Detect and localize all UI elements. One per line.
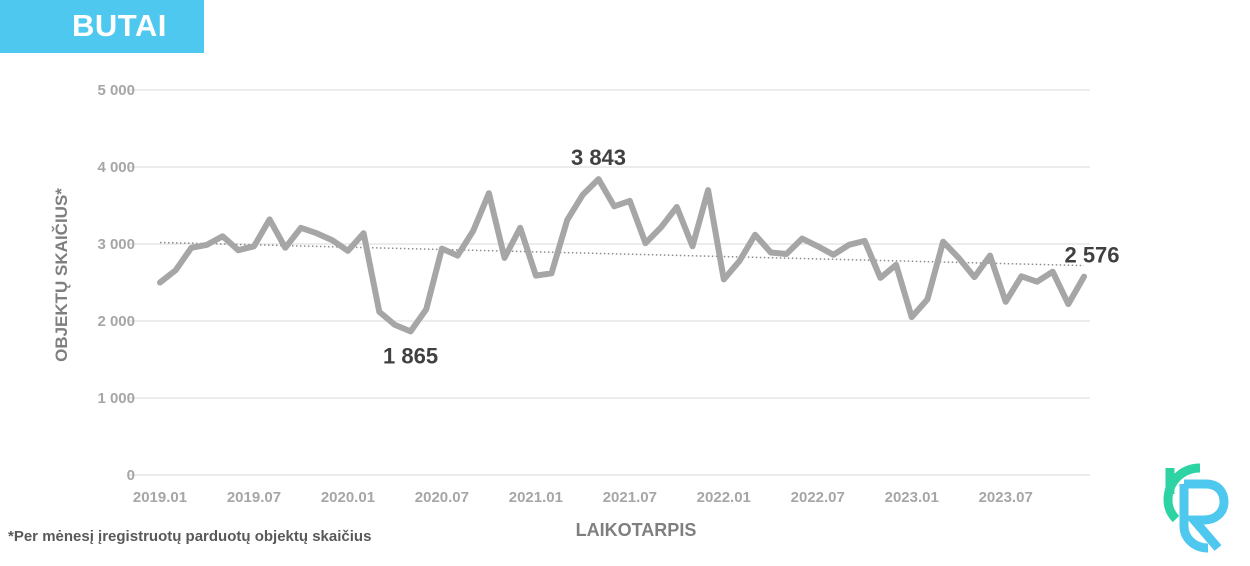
title-banner: BUTAI (0, 0, 204, 53)
data-point (799, 236, 805, 242)
data-point (314, 230, 320, 236)
x-tick-label: 2023.07 (979, 489, 1033, 506)
data-point (282, 245, 288, 251)
data-point (689, 243, 695, 249)
data-point (768, 249, 774, 255)
y-tick-label: 5 000 (97, 82, 135, 99)
y-tick-label: 2 000 (97, 313, 135, 330)
data-point (502, 255, 508, 261)
data-point (893, 262, 899, 268)
y-tick-label: 3 000 (97, 236, 135, 253)
data-point (549, 270, 555, 276)
data-point (674, 204, 680, 210)
data-point (470, 228, 476, 234)
data-point (251, 243, 257, 249)
data-point (705, 187, 711, 193)
data-label: 3 843 (571, 145, 626, 170)
data-label: 2 576 (1064, 243, 1119, 268)
page-title: BUTAI (72, 8, 167, 43)
y-tick-label: 4 000 (97, 159, 135, 176)
rc-logo-icon (1163, 463, 1229, 553)
data-point (1050, 269, 1056, 275)
x-tick-label: 2019.07 (227, 489, 281, 506)
x-tick-label: 2021.01 (509, 489, 563, 506)
data-point (940, 239, 946, 245)
data-point (517, 225, 523, 231)
data-point (1081, 274, 1087, 280)
data-point (361, 230, 367, 236)
data-point (329, 237, 335, 243)
data-point (783, 251, 789, 257)
data-point (627, 198, 633, 204)
data-point (188, 245, 194, 251)
data-point (423, 306, 429, 312)
data-point (658, 224, 664, 230)
data-point (376, 309, 382, 315)
data-point (611, 203, 617, 209)
data-point (846, 242, 852, 248)
x-tick-label: 2022.07 (791, 489, 845, 506)
data-point (924, 296, 930, 302)
data-point (752, 232, 758, 238)
data-point (235, 247, 241, 253)
data-point (736, 258, 742, 264)
x-tick-label: 2020.07 (415, 489, 469, 506)
data-point (1018, 273, 1024, 279)
data-point (830, 252, 836, 258)
y-tick-label: 0 (127, 467, 135, 484)
footnote: *Per mėnesį įregistruotų parduotų objekt… (8, 528, 372, 545)
data-point (439, 246, 445, 252)
x-tick-label: 2020.01 (321, 489, 375, 506)
data-point (220, 233, 226, 239)
data-point (1065, 301, 1071, 307)
data-point (642, 240, 648, 246)
y-axis-title: OBJEKTŲ SKAIČIUS* (52, 188, 71, 362)
x-axis-title: LAIKOTARPIS (576, 520, 697, 540)
data-point (862, 238, 868, 244)
x-tick-label: 2023.01 (885, 489, 939, 506)
data-point (721, 276, 727, 282)
y-tick-label: 1 000 (97, 390, 135, 407)
data-point (909, 314, 915, 320)
data-point (455, 253, 461, 259)
data-label: 1 865 (383, 343, 438, 368)
data-point (877, 275, 883, 281)
data-point (345, 248, 351, 254)
series-line (157, 176, 1087, 335)
data-point (298, 225, 304, 231)
data-point (815, 243, 821, 249)
data-point (1003, 299, 1009, 305)
data-point (580, 192, 586, 198)
data-point (486, 190, 492, 196)
data-point (408, 328, 414, 334)
data-point (157, 280, 163, 286)
data-point (267, 216, 273, 222)
data-point (971, 274, 977, 280)
data-point (204, 242, 210, 248)
data-point (987, 253, 993, 259)
data-point (173, 267, 179, 273)
data-point (392, 322, 398, 328)
data-point (1034, 279, 1040, 285)
x-tick-label: 2021.07 (603, 489, 657, 506)
data-point (533, 273, 539, 279)
data-point (956, 255, 962, 261)
data-point (564, 217, 570, 223)
data-point (596, 176, 602, 182)
x-tick-label: 2022.01 (697, 489, 751, 506)
x-tick-label: 2019.01 (133, 489, 187, 506)
